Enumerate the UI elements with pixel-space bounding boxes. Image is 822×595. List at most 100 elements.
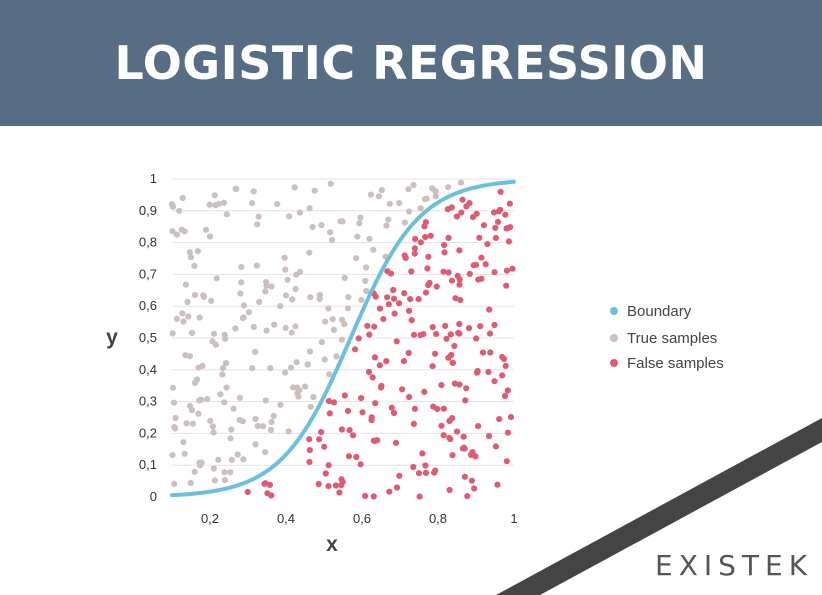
- true-sample-point: [260, 423, 267, 430]
- true-sample-point: [212, 341, 220, 348]
- false-sample-point: [464, 493, 471, 500]
- false-sample-point: [457, 297, 464, 304]
- true-sample-point: [169, 452, 176, 459]
- false-sample-point: [463, 385, 470, 392]
- true-sample-point: [306, 205, 313, 212]
- true-sample-point: [256, 298, 263, 305]
- true-sample-point: [253, 262, 260, 269]
- false-sample-point: [449, 359, 457, 366]
- false-sample-point: [424, 265, 431, 272]
- false-sample-point: [480, 222, 487, 229]
- true-sample-point: [277, 401, 284, 408]
- true-sample-point: [345, 293, 352, 301]
- false-sample-point: [499, 372, 506, 379]
- false-sample-point: [388, 404, 395, 411]
- false-sample-point: [325, 398, 332, 405]
- legend: Boundary True samples False samples: [610, 303, 724, 372]
- true-sample-point: [307, 403, 314, 410]
- true-sample-point: [363, 287, 370, 295]
- false-sample-point: [466, 270, 473, 277]
- true-sample-point: [210, 429, 217, 436]
- true-sample-point: [181, 450, 188, 457]
- false-sample-point: [442, 322, 449, 329]
- header-banner: [0, 0, 822, 126]
- false-sample-point: [341, 392, 348, 399]
- false-sample-point: [475, 276, 482, 283]
- false-sample-point: [454, 272, 461, 279]
- false-sample-point: [492, 443, 499, 450]
- false-sample-point: [358, 395, 365, 402]
- false-sample-point: [503, 267, 510, 274]
- true-sample-point: [211, 477, 218, 484]
- false-sample-point: [306, 458, 313, 465]
- false-sample-point: [431, 469, 438, 476]
- true-sample-point: [286, 213, 293, 220]
- false-sample-point: [434, 405, 441, 413]
- true-sample-point: [172, 414, 179, 422]
- true-sample-point: [221, 399, 228, 406]
- false-sample-point: [438, 422, 445, 429]
- true-sample-point: [180, 318, 187, 325]
- false-sample-point: [407, 296, 414, 303]
- false-sample-point: [410, 463, 417, 471]
- true-sample-point: [181, 228, 188, 235]
- true-sample-point: [223, 360, 230, 367]
- false-sample-point: [449, 415, 456, 422]
- true-sample-point: [206, 201, 213, 208]
- false-sample-point: [445, 234, 452, 241]
- true-sample-point: [191, 291, 198, 299]
- false-sample-point: [458, 209, 465, 216]
- false-sample-point: [460, 433, 467, 440]
- true-sample-point: [337, 218, 344, 225]
- false-sample-point: [506, 200, 513, 207]
- false-sample-point: [419, 450, 426, 457]
- true-sample-point: [325, 305, 332, 312]
- y-tick-label: 0: [150, 489, 157, 504]
- false-sample-point: [444, 206, 451, 213]
- true-sample-point: [330, 326, 337, 333]
- true-sample-point: [221, 469, 228, 476]
- true-sample-point: [176, 207, 183, 214]
- true-sample-point: [363, 264, 370, 271]
- true-sample-point: [250, 323, 257, 331]
- false-sample-point: [446, 434, 453, 441]
- false-sample-point: [433, 283, 440, 290]
- y-tick-labels: 0 0,1 0,2 0,3 0,4 0,5 0,6 0,7 0,8 0,9 1: [139, 171, 157, 504]
- true-sample-point: [191, 468, 198, 475]
- true-sample-point: [366, 235, 373, 242]
- false-sample-point: [370, 493, 377, 500]
- true-sample-point: [236, 416, 243, 424]
- x-tick-label: 0,2: [201, 511, 219, 526]
- true-sample-point: [262, 449, 269, 456]
- true-sample-point: [375, 193, 382, 200]
- true-sample-point: [249, 200, 256, 207]
- false-sample-point: [502, 211, 509, 218]
- y-tick-label: 1: [150, 171, 157, 186]
- true-sample-point: [309, 223, 316, 231]
- true-sample-point: [316, 295, 323, 302]
- false-sample-point: [325, 483, 332, 490]
- true-sample-point: [289, 296, 296, 303]
- true-sample-point: [170, 399, 178, 406]
- false-sample-point: [503, 458, 510, 465]
- true-sample-point: [410, 182, 417, 189]
- true-sample-point: [421, 196, 428, 203]
- false-sample-point: [479, 349, 487, 356]
- false-sample-point: [268, 492, 275, 499]
- false-sample-point: [433, 330, 440, 337]
- false-sample-point: [486, 306, 493, 313]
- false-sample-point: [422, 289, 430, 296]
- false-sample-point: [400, 358, 407, 365]
- true-sample-point: [270, 412, 277, 420]
- false-sample-point: [422, 469, 430, 476]
- true-sample-point: [206, 233, 214, 240]
- false-sample-point: [462, 397, 469, 404]
- false-sample-point: [440, 405, 447, 412]
- true-sample-point: [240, 302, 247, 309]
- false-sample-point: [359, 409, 366, 416]
- true-sample-point: [232, 325, 239, 332]
- false-samples-series: [244, 188, 516, 500]
- legend-label-boundary: Boundary: [627, 303, 692, 320]
- false-sample-point: [432, 350, 439, 357]
- true-sample-point: [329, 316, 336, 323]
